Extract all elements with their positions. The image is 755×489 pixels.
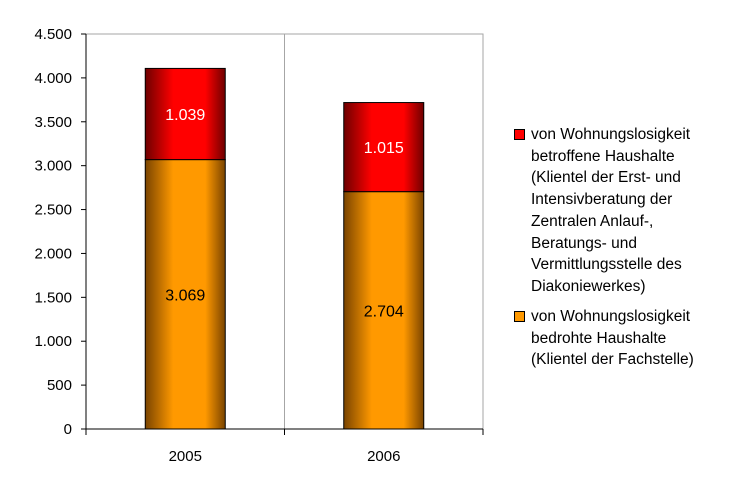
- bar-segment-bedrohte-2006: [343, 191, 425, 430]
- data-labels: 3.069 1.039 2.704 1.015: [165, 107, 404, 320]
- y-tick-label: 2.500: [34, 202, 72, 219]
- bar-segment-betroffene-2005: [144, 67, 226, 161]
- y-tick-label: 500: [47, 377, 72, 394]
- y-tick-label: 1.500: [34, 289, 72, 306]
- data-label: 1.015: [364, 140, 404, 157]
- x-tick-label: 2005: [169, 448, 202, 465]
- legend-swatch-orange: [514, 311, 525, 322]
- legend-label-bedrohte: von Wohnungslosigkeit bedrohte Haushalte…: [531, 308, 694, 369]
- x-tick-label: 2006: [367, 448, 400, 465]
- data-label: 1.039: [165, 107, 205, 124]
- legend-swatch-red: [514, 129, 525, 140]
- y-tick-label: 3.500: [34, 114, 72, 131]
- y-tick-label: 4.500: [34, 26, 72, 43]
- bars: [144, 67, 425, 430]
- axes: 0 500 1.000 1.500 2.000 2.500 3.000 3.500 4.000 4…: [34, 26, 484, 465]
- data-label: 3.069: [165, 287, 205, 304]
- legend-label-betroffene: von Wohnungslosigkeit betroffene Haushal…: [531, 126, 691, 295]
- y-tick-label: 2.000: [34, 245, 72, 262]
- y-tick-label: 1.000: [34, 333, 72, 350]
- bar-segment-bedrohte-2005: [144, 159, 226, 430]
- y-tick-label: 0: [64, 421, 72, 438]
- y-tick-label: 3.000: [34, 158, 72, 175]
- y-tick-label: 4.000: [34, 70, 72, 87]
- bar-segment-betroffene-2006: [343, 102, 425, 193]
- data-label: 2.704: [364, 303, 404, 320]
